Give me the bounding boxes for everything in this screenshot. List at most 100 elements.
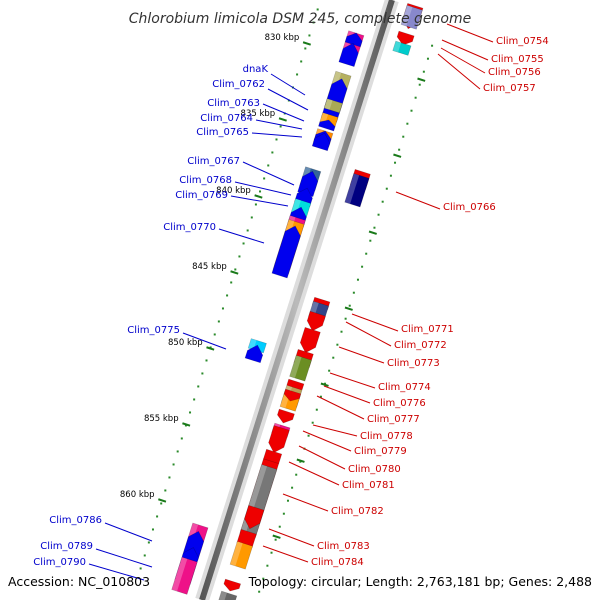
gene-45: [229, 541, 253, 570]
leader-line: [441, 39, 489, 61]
tick-mark: [320, 382, 329, 387]
leader-line: [262, 545, 309, 563]
gene-30: [289, 354, 312, 382]
leader-line: [446, 23, 494, 43]
gene-label-clim_0765[interactable]: Clim_0765: [196, 127, 249, 138]
gene-1: [400, 4, 423, 30]
gene-label-clim_0771[interactable]: Clim_0771: [401, 324, 454, 335]
gene-label-clim_0767[interactable]: Clim_0767: [187, 156, 240, 167]
gene-label-clim_0781[interactable]: Clim_0781: [342, 480, 395, 491]
gene-51: [216, 590, 238, 600]
leader-line: [267, 88, 309, 111]
tick-label: 835 kbp: [241, 109, 276, 119]
leader-line: [251, 132, 303, 138]
gene-32: [244, 344, 264, 364]
gene-11: [318, 119, 336, 132]
tick-label: 855 kbp: [144, 414, 179, 424]
tick-mark: [302, 41, 312, 46]
gene-label-clim_0769[interactable]: Clim_0769: [175, 190, 228, 201]
label-leader-lines: [88, 23, 494, 581]
ruler-dots: [139, 8, 434, 593]
leader-line: [437, 53, 481, 90]
gene-label-clim_0786[interactable]: Clim_0786: [49, 515, 102, 526]
leader-line: [268, 528, 315, 547]
gene-label-clim_0772[interactable]: Clim_0772: [394, 340, 447, 351]
tick-label: 860 kbp: [120, 490, 155, 500]
tick-mark: [158, 498, 167, 503]
gene-6: [338, 42, 359, 68]
gene-5: [344, 32, 363, 48]
gene-label-clim_0768[interactable]: Clim_0768: [179, 175, 232, 186]
leader-line: [395, 191, 441, 210]
genome-backbone: [195, 0, 399, 600]
tick-label: 830 kbp: [265, 33, 300, 43]
tick-mark: [296, 458, 305, 463]
tick-mark: [230, 270, 239, 275]
gene-label-clim_0784[interactable]: Clim_0784: [311, 557, 364, 568]
gene-label-clim_0755[interactable]: Clim_0755: [491, 54, 544, 65]
leader-line: [104, 522, 153, 542]
leader-line: [298, 445, 346, 470]
gene-label-clim_0789[interactable]: Clim_0789: [40, 541, 93, 552]
leader-line: [351, 313, 399, 332]
tick-mark: [417, 77, 426, 82]
tick-label: 850 kbp: [168, 338, 203, 348]
tick-label: 840 kbp: [216, 186, 251, 196]
gene-43: [244, 504, 265, 530]
gene-label-clim_0773[interactable]: Clim_0773: [387, 358, 440, 369]
tick-label: 845 kbp: [192, 262, 227, 272]
gene-label-clim_0766[interactable]: Clim_0766: [443, 202, 496, 213]
leader-line: [282, 493, 329, 512]
leader-line: [440, 47, 486, 74]
leader-line: [329, 372, 376, 389]
leader-line: [218, 228, 265, 244]
gene-label-clim_0756[interactable]: Clim_0756: [488, 67, 541, 78]
gene-27: [306, 310, 326, 332]
gene-label-dnak[interactable]: dnaK: [243, 64, 269, 75]
gene-labels: dnaK Clim_0762 Clim_0763 Clim_0764 Clim_0765…: [33, 36, 548, 568]
leader-line: [255, 119, 303, 130]
leader-line: [262, 103, 305, 122]
tick-mark: [206, 346, 215, 351]
gene-50: [223, 578, 242, 592]
leader-line: [316, 395, 365, 420]
gene-label-clim_0780[interactable]: Clim_0780: [348, 464, 401, 475]
gene-label-clim_0775[interactable]: Clim_0775: [127, 325, 180, 336]
gene-37: [277, 408, 295, 424]
genome-stats-text: Topology: circular; Length: 2,763,181 bp…: [248, 574, 592, 589]
leader-line: [345, 321, 392, 347]
gene-label-clim_0764[interactable]: Clim_0764: [200, 113, 253, 124]
gene-label-clim_0790[interactable]: Clim_0790: [33, 557, 86, 568]
map-title: Chlorobium limicola DSM 245, complete ge…: [129, 11, 472, 27]
gene-label-clim_0754[interactable]: Clim_0754: [496, 36, 549, 47]
gene-label-clim_0763[interactable]: Clim_0763: [207, 98, 260, 109]
gene-28: [299, 327, 321, 354]
leader-line: [288, 461, 340, 486]
gene-features: [171, 3, 424, 600]
gene-3: [392, 40, 412, 56]
leader-line: [182, 332, 227, 350]
gene-label-clim_0776[interactable]: Clim_0776: [373, 398, 426, 409]
leader-line: [242, 161, 295, 186]
gene-label-clim_0778[interactable]: Clim_0778: [360, 431, 413, 442]
leader-line: [234, 181, 292, 196]
gene-label-clim_0762[interactable]: Clim_0762: [212, 79, 265, 90]
gene-label-clim_0779[interactable]: Clim_0779: [354, 446, 407, 457]
gene-label-clim_0783[interactable]: Clim_0783: [317, 541, 370, 552]
gene-16: [344, 173, 370, 208]
leader-line: [302, 430, 352, 452]
leader-line: [88, 563, 145, 581]
leader-line: [270, 73, 306, 96]
kbp-ruler: 830 kbp 835 kbp 840 kbp 845 kbp 850 kbp 855 k…: [120, 33, 426, 539]
gene-label-clim_0770[interactable]: Clim_0770: [163, 222, 216, 233]
accession-text: Accession: NC_010803: [8, 574, 150, 589]
tick-mark: [393, 153, 402, 158]
gene-39: [268, 425, 290, 454]
tick-mark: [278, 117, 287, 122]
gene-label-clim_0777[interactable]: Clim_0777: [367, 414, 420, 425]
gene-label-clim_0782[interactable]: Clim_0782: [331, 506, 384, 517]
gene-label-clim_0774[interactable]: Clim_0774: [378, 382, 431, 393]
gene-label-clim_0757[interactable]: Clim_0757: [483, 83, 536, 94]
gene-36: [283, 388, 302, 402]
